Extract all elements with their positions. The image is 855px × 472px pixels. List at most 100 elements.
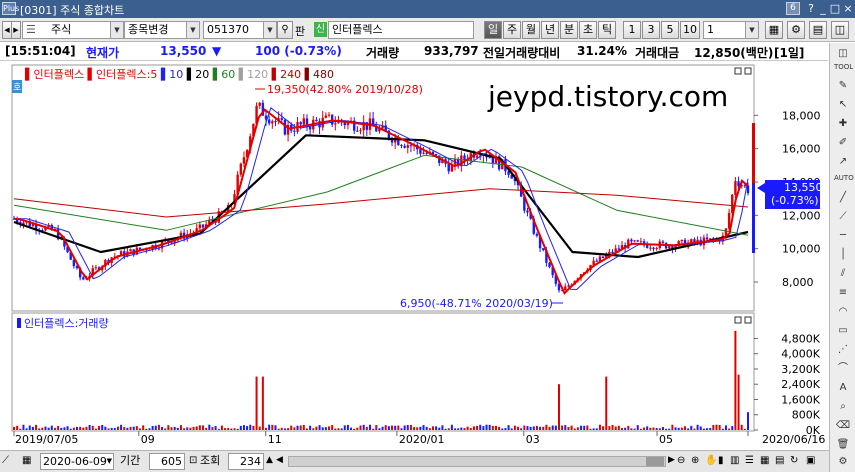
chevron-down-icon[interactable]: ▼ [745,22,758,38]
date-input[interactable]: 2020-06-09 ▼ [40,453,114,470]
bar-chart-icon[interactable]: ▮ [718,455,724,466]
volume-bar [179,425,182,430]
period-tab-week[interactable]: 주 [503,21,521,39]
arc-icon[interactable]: ◠ [838,306,848,317]
legend-item: ▌480 [301,67,334,81]
period-tab-second[interactable]: 초 [579,21,597,39]
period-input[interactable]: 605 [149,453,185,470]
chevron-down-icon[interactable]: ▼ [110,22,123,38]
period-tab-month[interactable]: 월 [522,21,540,39]
candle-body [642,241,646,245]
side-restore-icon[interactable]: ◫ [838,48,848,59]
period-tab-tick[interactable]: 틱 [598,21,616,39]
grid-view-icon[interactable]: ▦ [760,455,770,466]
volume-toggle-icon[interactable]: ▥ [730,455,740,466]
draw-icon[interactable]: ⟋ [2,455,9,466]
lock-icon[interactable]: ⊡ [189,455,198,466]
expand-icon[interactable]: ◫ [831,21,849,39]
calendar-icon[interactable]: ▦ [22,455,32,466]
line-icon[interactable]: ╱ [839,192,847,203]
spin-icon[interactable]: ▲ [266,455,273,465]
volume-panel-max-icon[interactable] [734,316,742,324]
volume-bar [655,428,658,430]
volume-bar [359,425,362,430]
view-count-input[interactable]: 234 [228,453,264,470]
hand-icon[interactable]: ✋ [705,455,718,466]
chevron-down-icon[interactable]: ▼ [263,22,276,38]
refresh-icon[interactable]: ↻ [790,455,799,466]
date-value: 2020-06-09 [43,455,107,468]
vertical-line-icon[interactable]: │ [839,249,847,260]
period-tab-year[interactable]: 년 [541,21,559,39]
grid-icon[interactable]: ▦ [765,21,783,39]
interval-10[interactable]: 10 [680,21,700,39]
candle-body [305,118,309,127]
scrollbar-thumb[interactable] [646,457,664,466]
side-auto-label[interactable]: AUTO [834,174,854,182]
rectangle-icon[interactable]: ▭ [838,325,848,336]
help-button[interactable]: ? [808,2,814,15]
unit-input[interactable]: 1 ▼ [703,21,759,39]
price-tick-label: 16,000 [782,143,821,156]
window-count-badge[interactable]: 6 [786,2,800,15]
volume-bar [277,428,280,430]
chart-area[interactable]: 18,00016,00014,00012,00010,0008,0004,800… [0,62,829,450]
search-icon[interactable]: ⚲ [277,21,293,39]
eraser-icon[interactable]: ⌫ [835,420,851,431]
cross-icon[interactable]: ✚ [838,118,848,129]
volume-bar [189,427,192,430]
candle-body [542,248,545,251]
zoom-out-icon[interactable]: ⊖ [677,455,686,466]
cursor-icon[interactable]: ↖ [838,99,848,110]
scroll-left-icon[interactable]: ◀ [276,455,283,465]
text-icon[interactable]: A [839,382,847,393]
market-select[interactable]: ☰ 주식 ▼ [22,21,124,39]
volume-bar [60,427,63,430]
period-tab-day[interactable]: 일 [484,21,502,39]
stock-code-input[interactable]: 051370 ▼ [203,21,277,39]
chart-scrollbar[interactable] [288,456,666,467]
period-tab-minute[interactable]: 분 [560,21,578,39]
candle-body [645,244,649,248]
list-icon[interactable]: ☰ [745,455,754,466]
auto-trend-icon[interactable]: ↗ [838,156,848,167]
volume-bar [535,425,538,430]
zoom-icon[interactable]: ⌕ [840,401,846,412]
settings-small-icon[interactable]: ⚙ [838,456,848,467]
zoom-in-icon[interactable]: ⊕ [691,455,700,466]
maximize-button[interactable]: □ [829,2,841,15]
volume-bar [123,427,126,430]
panel-max-icon[interactable] [734,67,742,75]
scroll-right-icon[interactable]: ▶ [668,455,675,465]
volume-bar [47,427,50,430]
panel-close-icon[interactable] [744,67,752,75]
candle-body [724,228,728,236]
code-change-select[interactable]: 종목변경 ▼ [124,21,200,39]
channel-icon[interactable]: ⫽ [840,268,846,279]
trash-icon[interactable]: 🗑 [836,439,850,450]
close-button[interactable]: × [843,2,853,15]
save-icon[interactable]: ▤ [809,21,827,39]
maximize-chart-icon[interactable]: ▣ [806,455,816,466]
interval-3[interactable]: 3 [642,21,660,39]
horizontal-line-icon[interactable]: ─ [839,230,847,241]
candle-body [201,224,205,228]
cycle-icon[interactable]: ⌒ [838,363,848,374]
volume-panel-close-icon[interactable] [744,316,752,324]
wrench-icon[interactable]: ✎ [838,80,848,91]
pen-icon[interactable]: ✐ [838,137,848,148]
minimize-button[interactable]: _ [820,2,826,15]
volume-bar [740,424,743,430]
gear-icon[interactable]: ⚙ [787,21,805,39]
side-tool-label[interactable]: TOOL [834,63,854,71]
fibonacci-icon[interactable]: ≡ [838,287,848,298]
fan-icon[interactable]: ⋰ [838,344,848,355]
ray-icon[interactable]: ⟋ [839,211,847,222]
next-arrow-icon[interactable]: ▶ [11,21,21,39]
chevron-down-icon[interactable]: ▼ [106,457,112,465]
interval-5[interactable]: 5 [661,21,679,39]
interval-1[interactable]: 1 [623,21,641,39]
chevron-down-icon[interactable]: ▼ [186,22,199,38]
table-icon[interactable]: ▤ [775,455,785,466]
volume-bar [728,428,731,430]
